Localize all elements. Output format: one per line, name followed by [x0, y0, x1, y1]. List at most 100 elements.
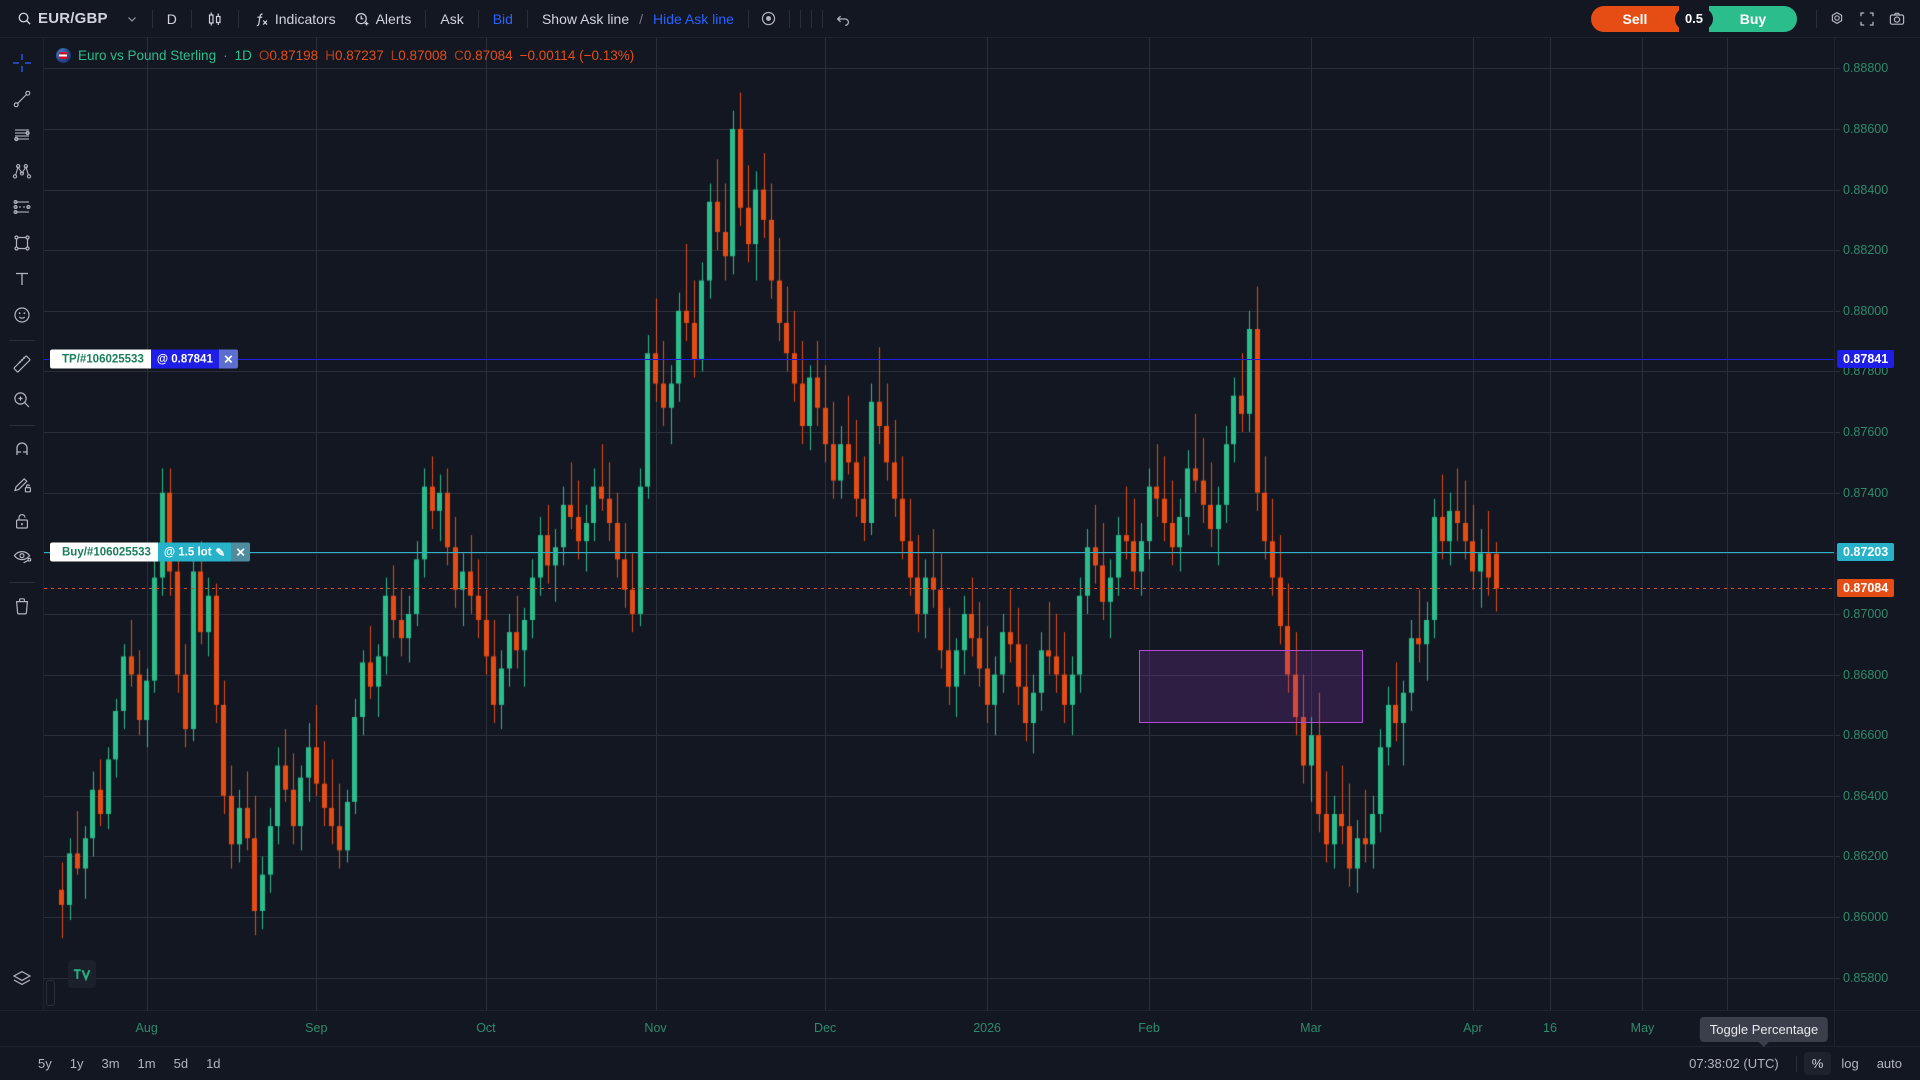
current-price-tag[interactable]: 0.87084: [1837, 579, 1895, 598]
symbol-dropdown-button[interactable]: [117, 5, 147, 33]
toolbar-divider: [8, 340, 35, 341]
interval-button[interactable]: D: [158, 5, 186, 33]
magnet-icon[interactable]: [5, 432, 39, 466]
alerts-label: Alerts: [375, 10, 412, 27]
time-axis[interactable]: AugSepOctNovDec2026FebMarApr16May15: [44, 1010, 1834, 1046]
fib-retracement-icon[interactable]: [5, 190, 39, 224]
close-icon[interactable]: ✕: [231, 542, 251, 562]
price-axis-tick: [1835, 795, 1840, 797]
toggle-log-scale-button[interactable]: log: [1841, 1056, 1859, 1071]
time-axis-label: Dec: [814, 1021, 837, 1035]
close-icon[interactable]: ✕: [218, 349, 238, 369]
time-axis-row: AugSepOctNovDec2026FebMarApr16May15: [0, 1010, 1920, 1046]
pencil-lock-icon[interactable]: [5, 468, 39, 502]
buy-button[interactable]: Buy: [1709, 5, 1797, 32]
price-axis-tick: [1835, 613, 1840, 615]
undo-button[interactable]: [828, 5, 858, 33]
legend-high: H0.87237: [325, 48, 384, 63]
undo-arrow-icon: [834, 10, 852, 28]
entry-price-tag[interactable]: 0.87203: [1837, 543, 1895, 562]
pane-collapse-handle[interactable]: [46, 980, 55, 1006]
time-axis-label: Mar: [1300, 1021, 1322, 1035]
toggle-percentage-button[interactable]: %: [1803, 1052, 1832, 1075]
time-axis-label: May: [1630, 1021, 1655, 1035]
spread-value: 0.5: [1675, 7, 1713, 30]
range-button-1y[interactable]: 1y: [69, 1056, 84, 1071]
rectangle-icon[interactable]: [5, 226, 39, 260]
take-profit-order-tag[interactable]: TP/#106025533 @ 0.87841 ✕: [50, 349, 238, 369]
symbol-search-button[interactable]: EUR/GBP: [8, 5, 117, 33]
chart-pane[interactable]: Euro vs Pound Sterling · 1D O0.87198 H0.…: [44, 38, 1834, 1010]
time-axis-right-gutter: [1834, 1010, 1920, 1046]
emoji-icon[interactable]: [5, 298, 39, 332]
toolbar-divider: [526, 9, 528, 28]
pencil-icon[interactable]: ✎: [215, 547, 226, 560]
replay-button[interactable]: [754, 5, 784, 33]
ask-line-toggle[interactable]: Show Ask line / Hide Ask line: [533, 5, 743, 33]
toggle-percentage-tooltip: Toggle Percentage: [1699, 1017, 1829, 1047]
take-profit-price-tag[interactable]: 0.87841: [1837, 350, 1895, 368]
pitchfork-icon[interactable]: [5, 154, 39, 188]
hide-ask-line-label[interactable]: Hide Ask line: [653, 10, 734, 27]
price-axis[interactable]: 0.88800 0.88600 0.88400 0.88200 0.88000 0.878…: [1834, 38, 1920, 1010]
layers-icon[interactable]: [5, 962, 39, 996]
price-axis-tick: [1835, 68, 1840, 70]
indicators-label: Indicators: [274, 10, 336, 27]
alerts-button[interactable]: Alerts: [345, 5, 421, 33]
range-button-5d[interactable]: 5d: [173, 1056, 189, 1071]
search-icon: [17, 11, 32, 26]
camera-icon: [1888, 10, 1906, 28]
time-axis-label: Sep: [305, 1021, 328, 1035]
sell-button[interactable]: Sell: [1591, 5, 1679, 32]
ruler-icon[interactable]: [5, 347, 39, 381]
cross-cursor-icon[interactable]: [5, 46, 39, 80]
zoom-in-icon[interactable]: [5, 383, 39, 417]
top-toolbar: EUR/GBP D: [0, 0, 1920, 38]
range-button-5y[interactable]: 5y: [38, 1056, 52, 1071]
lock-icon[interactable]: [5, 504, 39, 538]
legend-close: C0.87084: [454, 48, 513, 63]
eu-gb-flag-icon: [56, 48, 71, 63]
price-axis-label: 0.85800: [1843, 970, 1889, 985]
range-button-3m[interactable]: 3m: [101, 1056, 120, 1071]
eye-icon: [760, 10, 777, 27]
tradingview-logo[interactable]: [68, 960, 96, 988]
snapshot-button[interactable]: [1882, 5, 1912, 33]
toolbar-divider: [1816, 9, 1817, 28]
ask-button[interactable]: Ask: [431, 5, 472, 33]
price-axis-tick: [1835, 735, 1840, 737]
chart-settings-button[interactable]: [1822, 5, 1852, 33]
text-icon[interactable]: [5, 262, 39, 296]
price-axis-label: 0.88400: [1843, 182, 1889, 197]
price-axis-label: 0.88600: [1843, 121, 1889, 136]
toolbar-divider: [821, 9, 823, 28]
show-ask-line-label[interactable]: Show Ask line: [541, 10, 630, 27]
indicators-button[interactable]: Indicators: [244, 5, 345, 33]
status-bar: 5y 1y 3m 1m 5d 1d 07:38:02 (UTC) % log auto: [0, 1046, 1920, 1080]
legend-open: O0.87198: [258, 48, 319, 63]
trend-line-icon[interactable]: [5, 82, 39, 116]
range-button-1m[interactable]: 1m: [137, 1056, 156, 1071]
time-axis-label: Nov: [644, 1021, 667, 1035]
price-axis-label: 0.86600: [1843, 728, 1889, 743]
buy-position-tag[interactable]: Buy/#106025533 @ 1.5 lot ✎ ✕: [50, 542, 251, 562]
status-divider: [1795, 1055, 1797, 1072]
eye-hidden-icon[interactable]: [5, 540, 39, 574]
time-axis-label: 2026: [973, 1021, 1001, 1035]
price-axis-label: 0.86800: [1843, 667, 1889, 682]
price-axis-tick: [1835, 310, 1840, 312]
time-axis-label: Aug: [135, 1021, 158, 1035]
range-buttons: 5y 1y 3m 1m 5d 1d: [30, 1053, 229, 1074]
time-axis-label: Oct: [476, 1021, 496, 1035]
bid-button[interactable]: Bid: [484, 5, 522, 33]
horizontal-lines-icon[interactable]: [5, 118, 39, 152]
range-button-1d[interactable]: 1d: [206, 1056, 221, 1071]
trash-icon[interactable]: [5, 589, 39, 623]
take-profit-order-label: TP/#106025533: [50, 349, 151, 369]
candlestick-icon: [206, 10, 224, 28]
rectangle-drawing[interactable]: [1139, 650, 1363, 724]
fullscreen-button[interactable]: [1852, 5, 1882, 33]
toggle-auto-scale-button[interactable]: auto: [1876, 1056, 1902, 1071]
chart-type-button[interactable]: [197, 5, 233, 33]
